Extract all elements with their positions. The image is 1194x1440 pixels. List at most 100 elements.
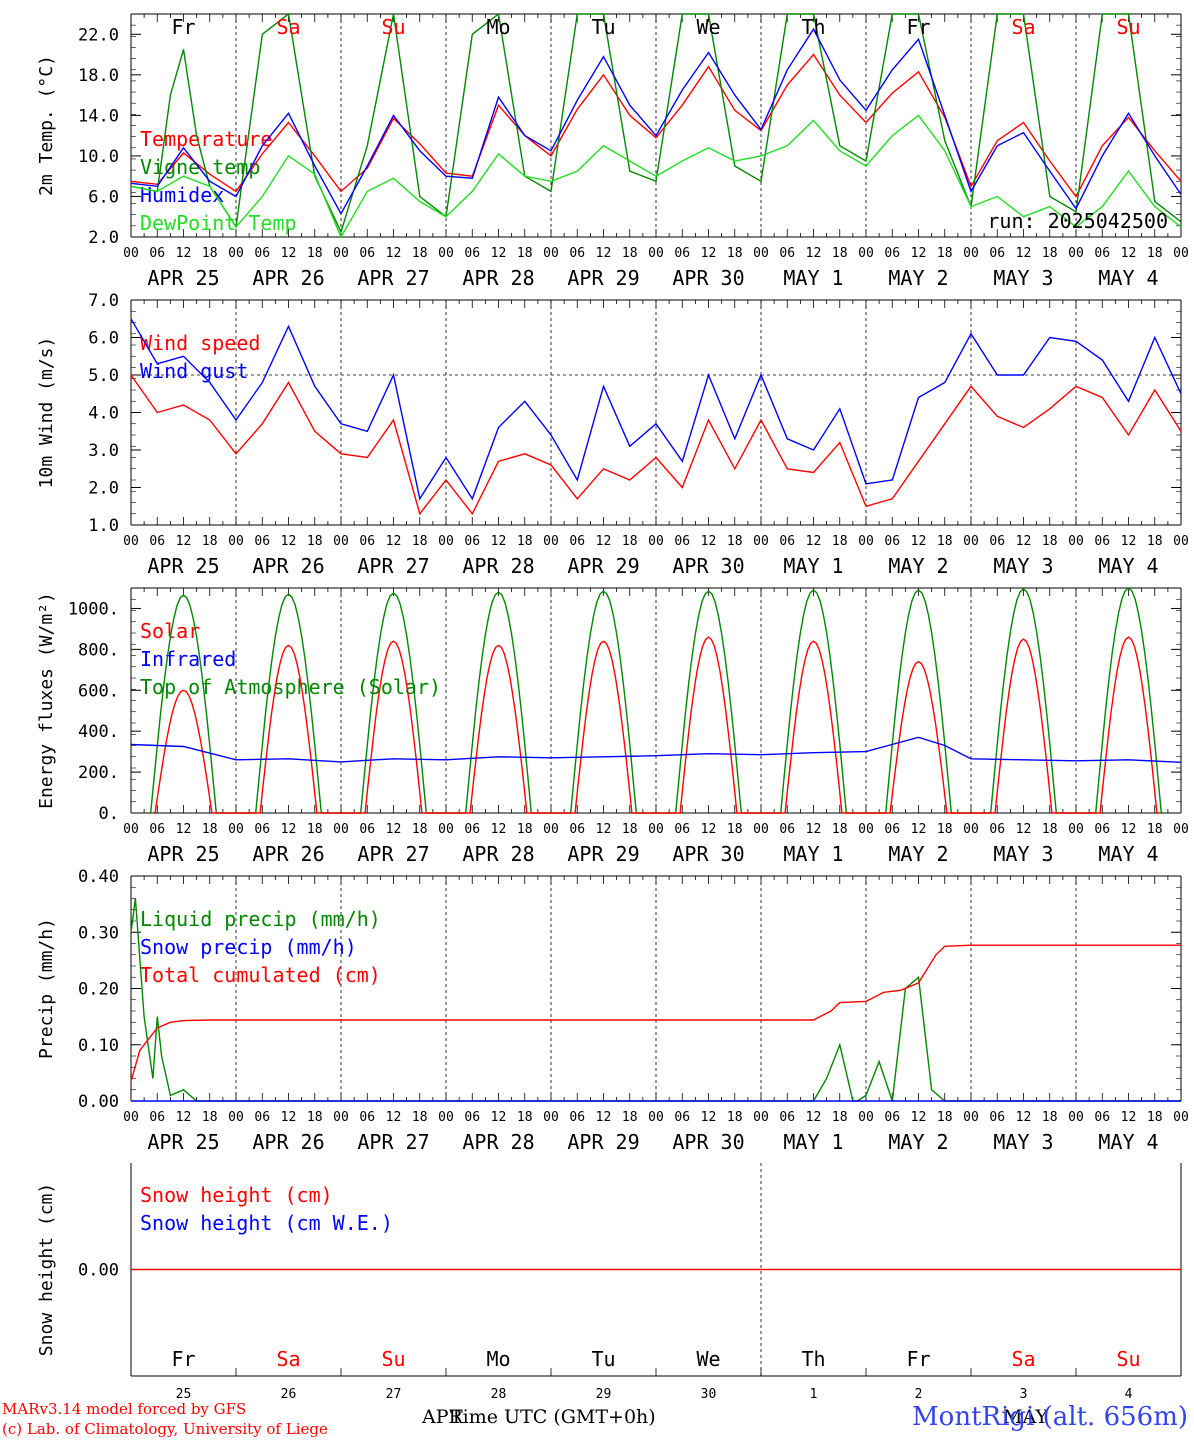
panel-2-series-solar — [152, 636, 1160, 814]
day-name-bottom: Su — [1116, 1347, 1140, 1371]
panel-1-y-tick-label: 6.0 — [88, 329, 119, 349]
panel-0-hour-label: 18 — [727, 246, 743, 261]
panel-1-hour-label: 12 — [701, 534, 717, 549]
panel-3-hour-label: 00 — [543, 1110, 559, 1125]
panel-2-legend-entry: Infrared — [140, 647, 236, 671]
panel-3-hour-label: 18 — [517, 1110, 533, 1125]
panel-3-hour-label: 06 — [989, 1110, 1005, 1125]
panel-3-hour-label: 18 — [1042, 1110, 1058, 1125]
panel-3-hour-label: 18 — [307, 1110, 323, 1125]
panel-2-hour-label: 00 — [438, 822, 454, 837]
panel-0-y-tick-label: 2.0 — [88, 228, 119, 248]
panel-0-hour-label: 18 — [412, 246, 428, 261]
panel-3-legend-entry: Liquid precip (mm/h) — [140, 907, 381, 931]
panel-2-hour-label: 00 — [1173, 822, 1189, 837]
panel-1-hour-label: 06 — [569, 534, 585, 549]
panel-0-hour-label: 18 — [832, 246, 848, 261]
day-number: 28 — [491, 1387, 507, 1402]
panel-3-hour-label: 18 — [727, 1110, 743, 1125]
panel-2-date-label: MAY 4 — [1098, 842, 1158, 866]
panel-2-legend-entry: Top of Atmosphere (Solar) — [140, 675, 441, 699]
panel-2-hour-label: 18 — [1147, 822, 1163, 837]
panel-0-hour-label: 12 — [281, 246, 297, 261]
panel-2-hour-label: 18 — [517, 822, 533, 837]
panel-2-hour-label: 06 — [254, 822, 270, 837]
panel-0-hour-label: 06 — [674, 246, 690, 261]
panel-0-y-tick-label: 22.0 — [78, 25, 119, 45]
panel-3-hour-label: 18 — [412, 1110, 428, 1125]
panel-3-date-label: APR 26 — [252, 1130, 324, 1154]
panel-0-legend-entry: Temperature — [140, 127, 272, 151]
panel-0-hour-label: 18 — [1042, 246, 1058, 261]
panel-2-series-top-of-atmosphere-solar- — [148, 587, 1164, 814]
panel-1-hour-label: 12 — [176, 534, 192, 549]
panel-2-hour-label: 12 — [491, 822, 507, 837]
panel-1-hour-label: 06 — [464, 534, 480, 549]
panel-0-legend-entry: DewPoint Temp — [140, 211, 297, 235]
panel-0-hour-label: 00 — [333, 246, 349, 261]
panel-1-hour-label: 00 — [1173, 534, 1189, 549]
panel-1-hour-label: 12 — [911, 534, 927, 549]
panel-0-hour-label: 00 — [228, 246, 244, 261]
panel-1-hour-label: 06 — [359, 534, 375, 549]
panel-1-date-label: MAY 3 — [993, 554, 1053, 578]
panel-1-hour-label: 18 — [202, 534, 218, 549]
day-name-bottom: We — [696, 1347, 720, 1371]
panel-1-hour-label: 18 — [937, 534, 953, 549]
panel-3-hour-label: 18 — [1147, 1110, 1163, 1125]
panel-0-date-label: APR 29 — [567, 266, 639, 290]
panel-4-legend-entry: Snow height (cm W.E.) — [140, 1211, 393, 1235]
panel-3-hour-label: 12 — [491, 1110, 507, 1125]
day-name-top: Fr — [171, 15, 195, 39]
panel-3-date-label: MAY 4 — [1098, 1130, 1158, 1154]
day-number: 4 — [1125, 1387, 1133, 1402]
panel-3-hour-label: 06 — [1094, 1110, 1110, 1125]
panel-3-hour-label: 00 — [1068, 1110, 1084, 1125]
panel-2-hour-label: 18 — [202, 822, 218, 837]
panel-3-hour-label: 06 — [464, 1110, 480, 1125]
panel-0-hour-label: 12 — [176, 246, 192, 261]
day-number: 3 — [1020, 1387, 1028, 1402]
panel-1-hour-label: 12 — [281, 534, 297, 549]
panel-1-date-label: APR 28 — [462, 554, 534, 578]
panel-3-date-label: APR 28 — [462, 1130, 534, 1154]
month-right-label: MAY — [1003, 1406, 1048, 1428]
panel-0-hour-label: 12 — [386, 246, 402, 261]
panel-3-hour-label: 06 — [149, 1110, 165, 1125]
panel-0-y-tick-label: 10.0 — [78, 147, 119, 167]
day-name-bottom: Fr — [906, 1347, 930, 1371]
day-name-bottom: Sa — [276, 1347, 300, 1371]
panel-1-hour-label: 12 — [806, 534, 822, 549]
panel-0-hour-label: 06 — [464, 246, 480, 261]
panel-2-hour-label: 12 — [1016, 822, 1032, 837]
panel-3-hour-label: 00 — [858, 1110, 874, 1125]
panel-1-y-tick-label: 5.0 — [88, 366, 119, 386]
panel-0-hour-label: 06 — [989, 246, 1005, 261]
panel-0-legend-entry: Humidex — [140, 183, 224, 207]
panel-2-hour-label: 06 — [569, 822, 585, 837]
time-axis-label: APR Time UTC (GMT+0h) — [422, 1406, 656, 1428]
panel-1-hour-label: 12 — [491, 534, 507, 549]
panel-1-hour-label: 06 — [884, 534, 900, 549]
panel-4-y-tick-label: 0.00 — [78, 1261, 119, 1281]
panel-0-hour-label: 18 — [622, 246, 638, 261]
panel-1-y-axis-label: 10m Wind (m/s) — [36, 337, 57, 489]
panel-2-hour-label: 06 — [464, 822, 480, 837]
panel-3-legend-entry: Snow precip (mm/h) — [140, 935, 357, 959]
panel-3-hour-label: 12 — [386, 1110, 402, 1125]
panel-2-hour-label: 12 — [806, 822, 822, 837]
day-name-top: Th — [801, 15, 825, 39]
panel-0-hour-label: 12 — [1016, 246, 1032, 261]
panel-1-y-tick-label: 4.0 — [88, 404, 119, 424]
panel-2-y-tick-label: 0. — [99, 804, 119, 824]
panel-3-hour-label: 00 — [648, 1110, 664, 1125]
panel-1-hour-label: 06 — [779, 534, 795, 549]
panel-0-hour-label: 00 — [753, 246, 769, 261]
panel-3-y-tick-label: 0.40 — [78, 867, 119, 887]
panel-3-date-label: APR 27 — [357, 1130, 429, 1154]
panel-1-hour-label: 00 — [1068, 534, 1084, 549]
panel-2-hour-label: 06 — [884, 822, 900, 837]
panel-2-date-label: APR 29 — [567, 842, 639, 866]
panel-1-legend-entry: Wind speed — [140, 331, 260, 355]
day-number: 27 — [386, 1387, 402, 1402]
